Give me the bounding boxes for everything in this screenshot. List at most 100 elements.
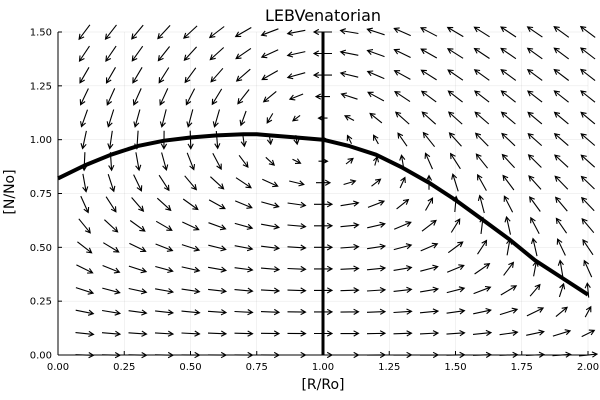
field-arrow <box>502 174 515 191</box>
y-tick-label: 1.00 <box>30 135 52 146</box>
field-arrow <box>367 221 386 229</box>
field-arrow <box>420 48 438 59</box>
x-tick-label: 0.50 <box>179 362 201 373</box>
field-arrow <box>106 109 115 128</box>
vector-field <box>75 24 599 359</box>
field-arrow <box>580 111 596 125</box>
field-arrow <box>422 131 436 148</box>
field-arrow <box>420 264 439 272</box>
field-arrow <box>556 238 566 256</box>
field-arrow <box>554 196 568 212</box>
field-arrow <box>371 178 382 187</box>
field-arrow <box>526 26 543 38</box>
field-arrow <box>554 175 569 190</box>
field-arrow <box>209 47 225 61</box>
y-tick-label: 0.50 <box>30 243 52 254</box>
field-arrow <box>500 285 518 296</box>
field-arrow <box>131 24 144 40</box>
field-arrow <box>553 26 570 38</box>
field-arrow <box>155 220 173 231</box>
field-arrow <box>129 242 147 253</box>
axes: 0.00 0.25 0.50 0.75 1.00 1.25 1.50 1.75 2.00 0.00… <box>30 28 599 374</box>
field-arrow <box>448 132 462 147</box>
field-arrow <box>129 220 146 232</box>
field-arrow <box>105 196 117 213</box>
field-arrow <box>558 282 566 298</box>
field-arrow <box>530 216 540 235</box>
field-arrow <box>393 48 411 58</box>
field-arrow <box>235 177 252 189</box>
field-arrow <box>260 287 281 294</box>
field-arrow <box>473 47 490 59</box>
field-arrow <box>419 330 440 337</box>
x-tick-label: 0.25 <box>113 362 135 373</box>
field-arrow <box>446 264 465 273</box>
field-arrow <box>207 309 228 316</box>
field-arrow <box>421 219 437 232</box>
field-arrow <box>451 173 459 192</box>
field-arrow <box>582 238 594 256</box>
field-arrow <box>393 286 413 294</box>
field-arrow <box>181 244 201 252</box>
field-arrow <box>235 68 251 82</box>
field-arrow <box>80 195 90 214</box>
field-arrow <box>75 330 95 338</box>
field-arrow <box>446 26 464 38</box>
field-arrow <box>340 200 360 207</box>
field-arrow <box>187 130 194 150</box>
field-arrow <box>339 28 359 35</box>
x-tick-label: 2.00 <box>577 362 599 373</box>
field-arrow <box>366 27 385 36</box>
field-arrow <box>260 266 281 273</box>
field-arrow <box>80 109 89 128</box>
field-arrow <box>261 244 281 252</box>
field-arrow <box>447 90 463 103</box>
field-arrow <box>367 91 385 102</box>
field-arrow <box>80 130 87 150</box>
field-arrow <box>340 243 360 251</box>
field-arrow <box>261 223 281 230</box>
field-arrow <box>135 152 142 172</box>
field-arrow <box>159 88 169 106</box>
x-tick-label: 1.00 <box>312 362 334 373</box>
field-arrow <box>186 152 196 171</box>
field-arrow <box>553 68 570 81</box>
x-tick-label: 1.25 <box>378 362 400 373</box>
field-arrow <box>477 173 487 191</box>
field-arrow <box>79 67 90 84</box>
field-arrow <box>79 88 89 106</box>
field-arrow <box>553 111 569 125</box>
field-arrow <box>393 70 411 80</box>
field-arrow <box>234 309 254 316</box>
field-arrow <box>579 47 596 60</box>
field-arrow <box>555 306 568 318</box>
x-tick-label: 0.00 <box>47 362 69 373</box>
field-arrow <box>289 180 305 187</box>
field-arrow <box>128 330 148 337</box>
field-arrow <box>156 197 172 212</box>
field-arrow <box>393 330 413 337</box>
field-arrow <box>527 132 543 147</box>
field-arrow <box>529 196 541 212</box>
field-arrow <box>208 244 227 252</box>
field-arrow <box>584 282 591 298</box>
field-arrow <box>234 287 254 294</box>
field-arrow <box>366 49 385 58</box>
field-arrow <box>260 28 279 37</box>
field-arrow <box>475 153 489 169</box>
field-arrow <box>212 153 222 171</box>
field-arrow <box>128 287 148 295</box>
field-arrow <box>579 25 596 38</box>
field-arrow <box>366 287 387 294</box>
field-arrow <box>131 45 144 62</box>
field-arrow <box>238 154 249 169</box>
field-arrow <box>504 215 512 235</box>
field-arrow <box>287 223 307 230</box>
field-arrow <box>75 309 95 316</box>
field-arrow <box>425 197 434 211</box>
field-arrow <box>291 114 301 122</box>
field-arrow <box>131 197 145 212</box>
field-arrow <box>260 49 279 59</box>
field-arrow <box>369 112 383 124</box>
field-arrow <box>500 90 516 103</box>
